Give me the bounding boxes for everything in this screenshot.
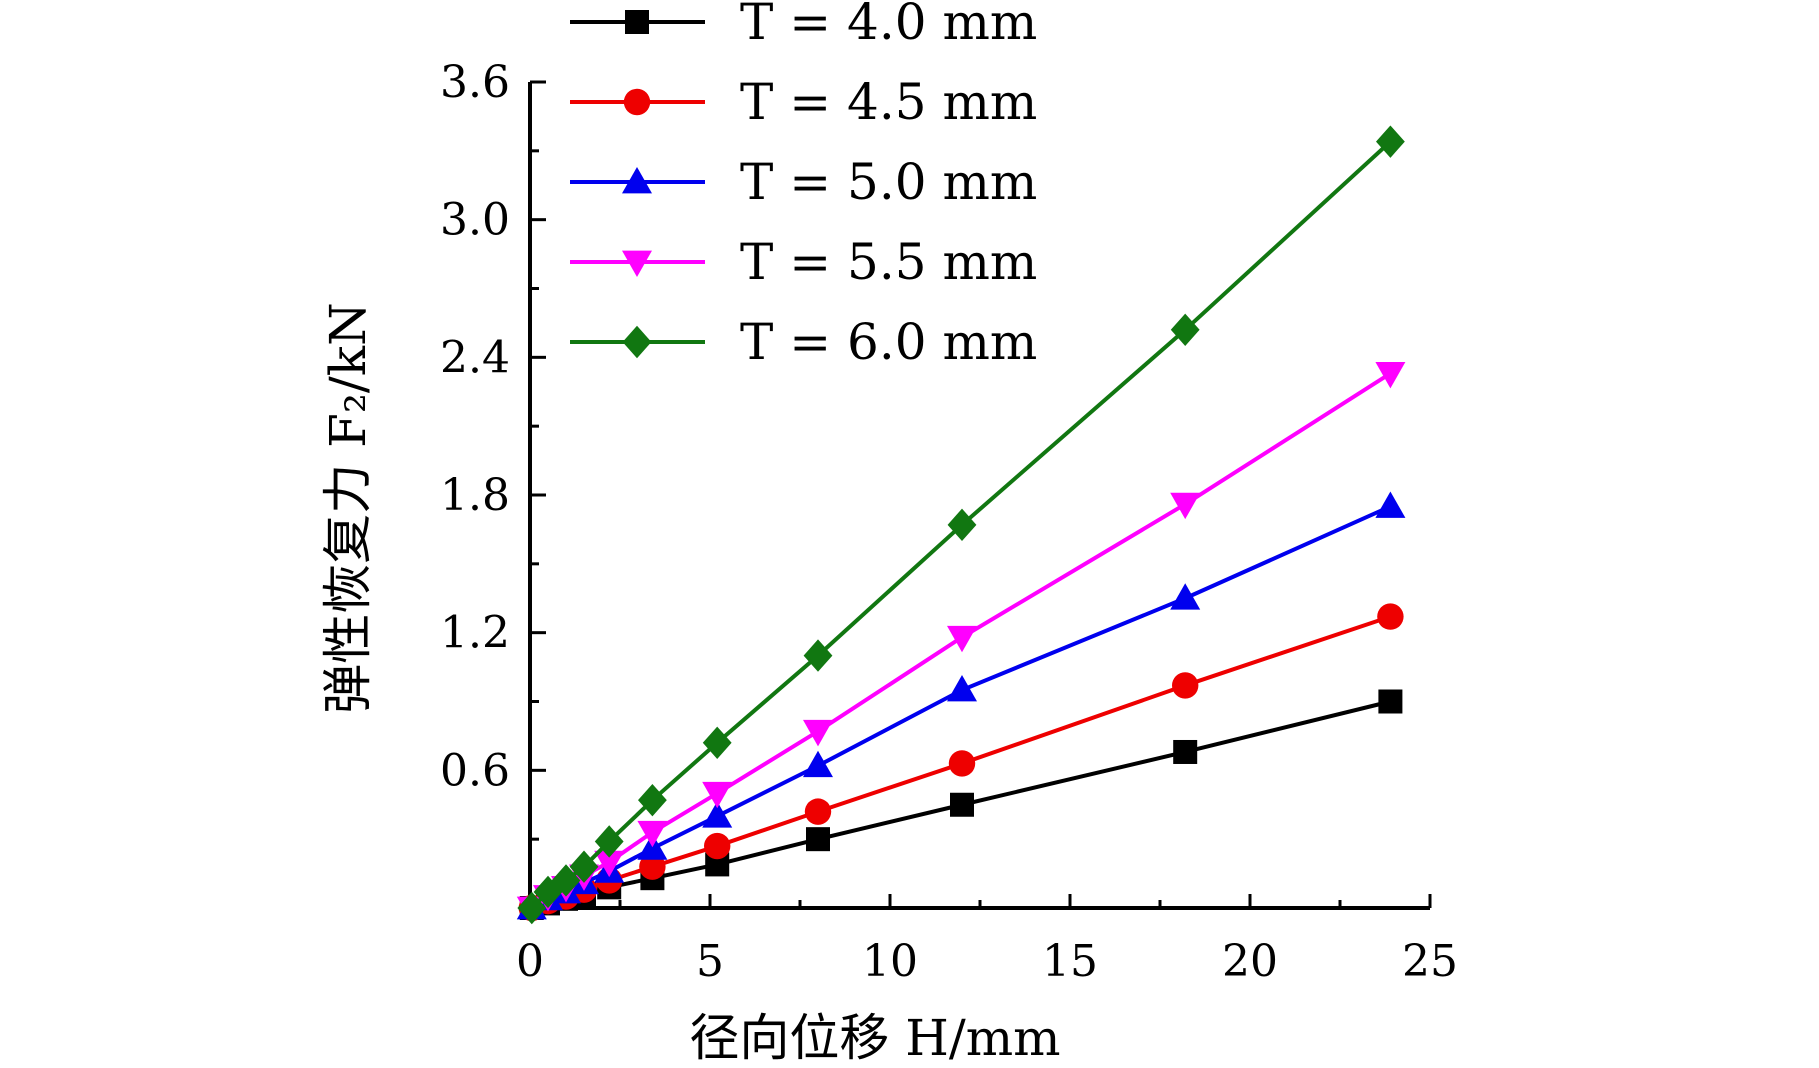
legend-entry: T = 4.5 mm — [570, 73, 1037, 131]
legend-label: T = 5.5 mm — [740, 233, 1037, 291]
data-point — [704, 832, 731, 860]
series-layer — [516, 125, 1406, 925]
data-point — [569, 850, 599, 883]
data-point — [803, 750, 833, 778]
x-tick-label: 10 — [862, 936, 918, 987]
x-tick-label: 25 — [1402, 936, 1458, 987]
y-tick-label: 3.0 — [440, 195, 510, 246]
data-point — [639, 853, 666, 880]
data-point — [947, 625, 977, 653]
legend-entry: T = 5.5 mm — [570, 233, 1037, 291]
legend-label: T = 5.0 mm — [740, 153, 1037, 211]
legend-marker — [625, 10, 649, 34]
series — [516, 361, 1406, 923]
data-point — [702, 726, 732, 759]
data-point — [702, 781, 733, 809]
y-tick-label: 1.2 — [440, 608, 510, 659]
data-point — [947, 675, 977, 702]
data-point — [804, 798, 832, 825]
legend-marker — [623, 88, 651, 116]
data-point — [637, 820, 668, 848]
data-point — [1378, 689, 1403, 714]
y-axis-label: 弹性恢复力 F₂/kN — [319, 302, 377, 714]
data-point — [1377, 603, 1404, 630]
y-tick-label: 2.4 — [440, 332, 510, 383]
legend-marker — [622, 325, 652, 359]
data-point — [948, 750, 976, 777]
axes: 0 5 10 15 20 25 0.6 1.2 1.8 2.4 3.0 3.6 — [440, 57, 1458, 987]
series — [516, 491, 1406, 920]
x-tick-label: 0 — [516, 936, 544, 987]
data-point — [806, 827, 830, 852]
y-tick-label: 1.8 — [440, 470, 510, 521]
data-point — [702, 801, 733, 828]
data-point — [551, 864, 581, 897]
legend-label: T = 4.0 mm — [740, 0, 1037, 51]
data-point — [803, 639, 833, 672]
data-point — [594, 850, 625, 878]
series — [518, 603, 1404, 922]
legend: T = 4.0 mm T = 4.5 mm T = 5.0 mm T = 5.5 mm… — [570, 0, 1037, 371]
x-axis-label: 径向位移 H/mm — [689, 1009, 1060, 1067]
legend-entry: T = 4.0 mm — [570, 0, 1037, 51]
series — [517, 125, 1405, 925]
legend-entry: T = 5.0 mm — [570, 153, 1037, 211]
data-point — [1376, 125, 1405, 158]
data-point — [1170, 583, 1201, 610]
x-tick-label: 15 — [1042, 936, 1098, 987]
legend-label: T = 4.5 mm — [740, 73, 1037, 131]
data-point — [1170, 313, 1200, 346]
data-point — [594, 825, 624, 858]
data-point — [803, 719, 833, 747]
x-tick-label: 5 — [696, 936, 724, 987]
data-point — [947, 508, 977, 542]
y-tick-label: 0.6 — [440, 745, 510, 796]
data-point — [533, 875, 563, 909]
legend-marker — [622, 250, 652, 277]
data-point — [1173, 739, 1198, 764]
data-point — [1375, 361, 1406, 389]
data-point — [1172, 672, 1199, 699]
legend-marker — [622, 167, 652, 194]
legend-entry: T = 6.0 mm — [570, 313, 1037, 371]
data-point — [1375, 491, 1406, 518]
legend-label: T = 6.0 mm — [740, 313, 1037, 371]
x-tick-label: 20 — [1222, 936, 1278, 987]
data-point — [638, 783, 667, 817]
data-point — [950, 792, 974, 817]
data-point — [1170, 492, 1201, 520]
data-point — [517, 891, 547, 925]
y-tick-label: 3.6 — [440, 57, 510, 108]
